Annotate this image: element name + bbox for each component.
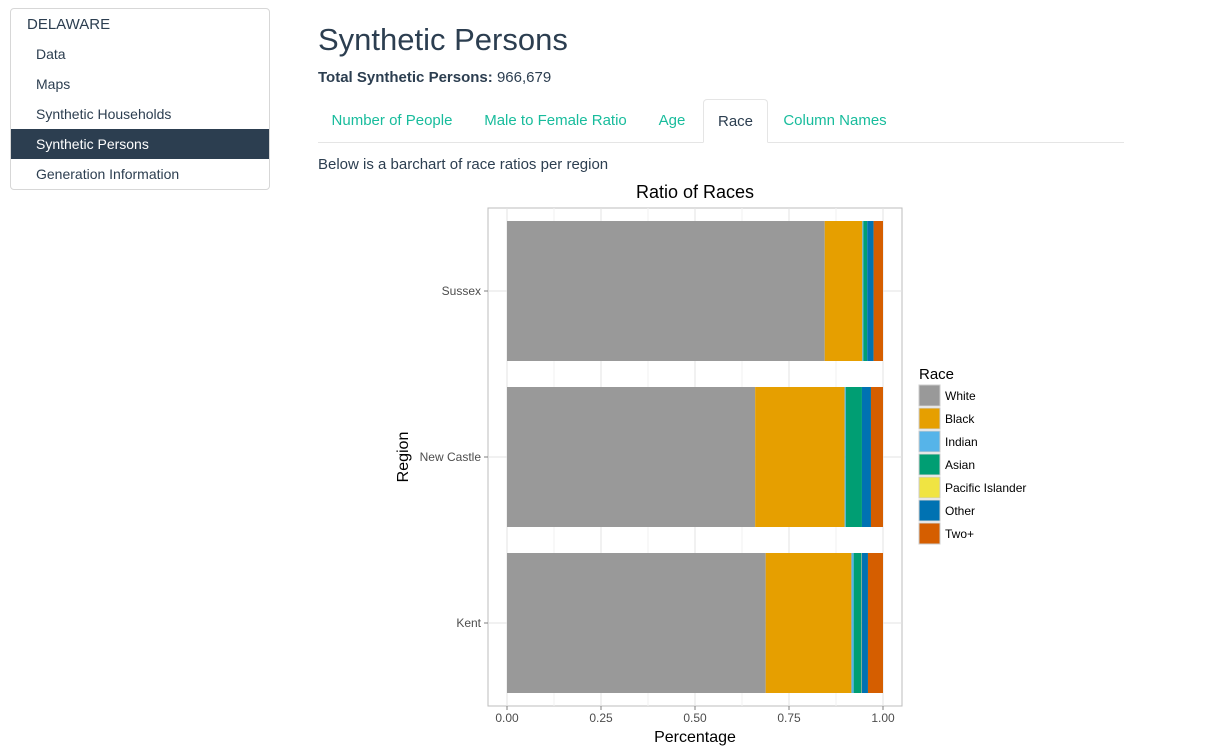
page-title: Synthetic Persons (318, 22, 568, 57)
bar-segment-sussex-white (507, 221, 825, 361)
bar-segment-kent-asian (853, 553, 862, 693)
bar-segment-new-castle-black (755, 387, 845, 527)
x-tick-label: 1.00 (871, 711, 895, 725)
y-tick-label: Kent (456, 616, 481, 630)
legend-swatch (918, 476, 941, 499)
bar-segment-sussex-indian (862, 221, 864, 361)
sidebar-item-maps[interactable]: Maps (36, 76, 71, 92)
legend-label: White (945, 389, 976, 403)
tab-race[interactable]: Race (703, 99, 768, 143)
x-tick-label: 0.25 (589, 711, 613, 725)
y-axis-label: Region (395, 432, 412, 483)
bar-segment-kent-black (765, 553, 852, 693)
x-axis-label: Percentage (654, 729, 736, 746)
bar-segment-sussex-other (867, 221, 874, 361)
total-persons-line: Total Synthetic Persons: 966,679 (318, 69, 551, 86)
bar-segment-sussex-two- (873, 221, 883, 361)
bar-segment-new-castle-other (861, 387, 871, 527)
sidebar-item-data[interactable]: Data (36, 46, 66, 62)
legend-swatch (918, 499, 941, 522)
x-tick-label: 0.75 (777, 711, 801, 725)
legend-swatch (918, 522, 941, 545)
total-persons-label: Total Synthetic Persons: (318, 69, 493, 86)
chart-title: Ratio of Races (636, 182, 754, 202)
tab-male-to-female-ratio[interactable]: Male to Female Ratio (484, 112, 627, 129)
legend-label: Pacific Islander (945, 481, 1026, 495)
legend-swatch (918, 453, 941, 476)
sidebar-item-generation-information[interactable]: Generation Information (36, 166, 180, 182)
legend-swatch (918, 384, 941, 407)
legend-label: Other (945, 504, 975, 518)
bar-segment-kent-indian (851, 553, 854, 693)
x-axis-ticks: 0.00 0.25 0.50 0.75 1.00 (495, 706, 895, 725)
bar-segment-kent-other (861, 553, 868, 693)
sidebar-item-synthetic-persons[interactable]: Synthetic Persons (11, 129, 269, 159)
bar-segment-new-castle-asian (845, 387, 862, 527)
bar-segment-sussex-black (824, 221, 863, 361)
tab-number-of-people[interactable]: Number of People (331, 112, 453, 129)
legend-label: Indian (945, 435, 978, 449)
race-ratio-chart: Ratio of Races Sussex New Castle Kent 0.00… (395, 182, 1026, 746)
bar-segment-new-castle-two- (870, 387, 883, 527)
sidebar-header: DELAWARE (27, 16, 111, 33)
bar-segment-new-castle-white (507, 387, 756, 527)
x-tick-label: 0.50 (683, 711, 707, 725)
total-persons-value: 966,679 (496, 69, 552, 86)
tab-column-names[interactable]: Column Names (783, 112, 887, 129)
legend-swatch (918, 430, 941, 453)
bar-segment-new-castle-indian (844, 387, 846, 527)
legend-label: Two+ (945, 527, 974, 541)
y-axis-ticks: Sussex New Castle Kent (420, 284, 488, 630)
sidebar-nav: DELAWARE Data Maps Synthetic Households … (10, 8, 270, 190)
chart-description: Below is a barchart of race ratios per r… (318, 156, 609, 173)
legend-title: Race (919, 366, 954, 383)
y-tick-label: New Castle (420, 450, 482, 464)
legend-label: Black (945, 412, 975, 426)
legend-swatch (918, 407, 941, 430)
bars-group (507, 221, 883, 693)
chart-legend: Race White Black Indian Asian Pacific Island… (918, 366, 1026, 545)
legend-label: Asian (945, 458, 975, 472)
y-tick-label: Sussex (442, 284, 481, 298)
tab-age[interactable]: Age (658, 112, 686, 129)
x-tick-label: 0.00 (495, 711, 519, 725)
tab-bar: Number of People Male to Female Ratio Ag… (318, 99, 1124, 143)
bar-segment-kent-white (507, 553, 766, 693)
sidebar-item-synthetic-households[interactable]: Synthetic Households (36, 106, 172, 122)
bar-segment-sussex-asian (863, 221, 868, 361)
bar-segment-kent-two- (867, 553, 883, 693)
